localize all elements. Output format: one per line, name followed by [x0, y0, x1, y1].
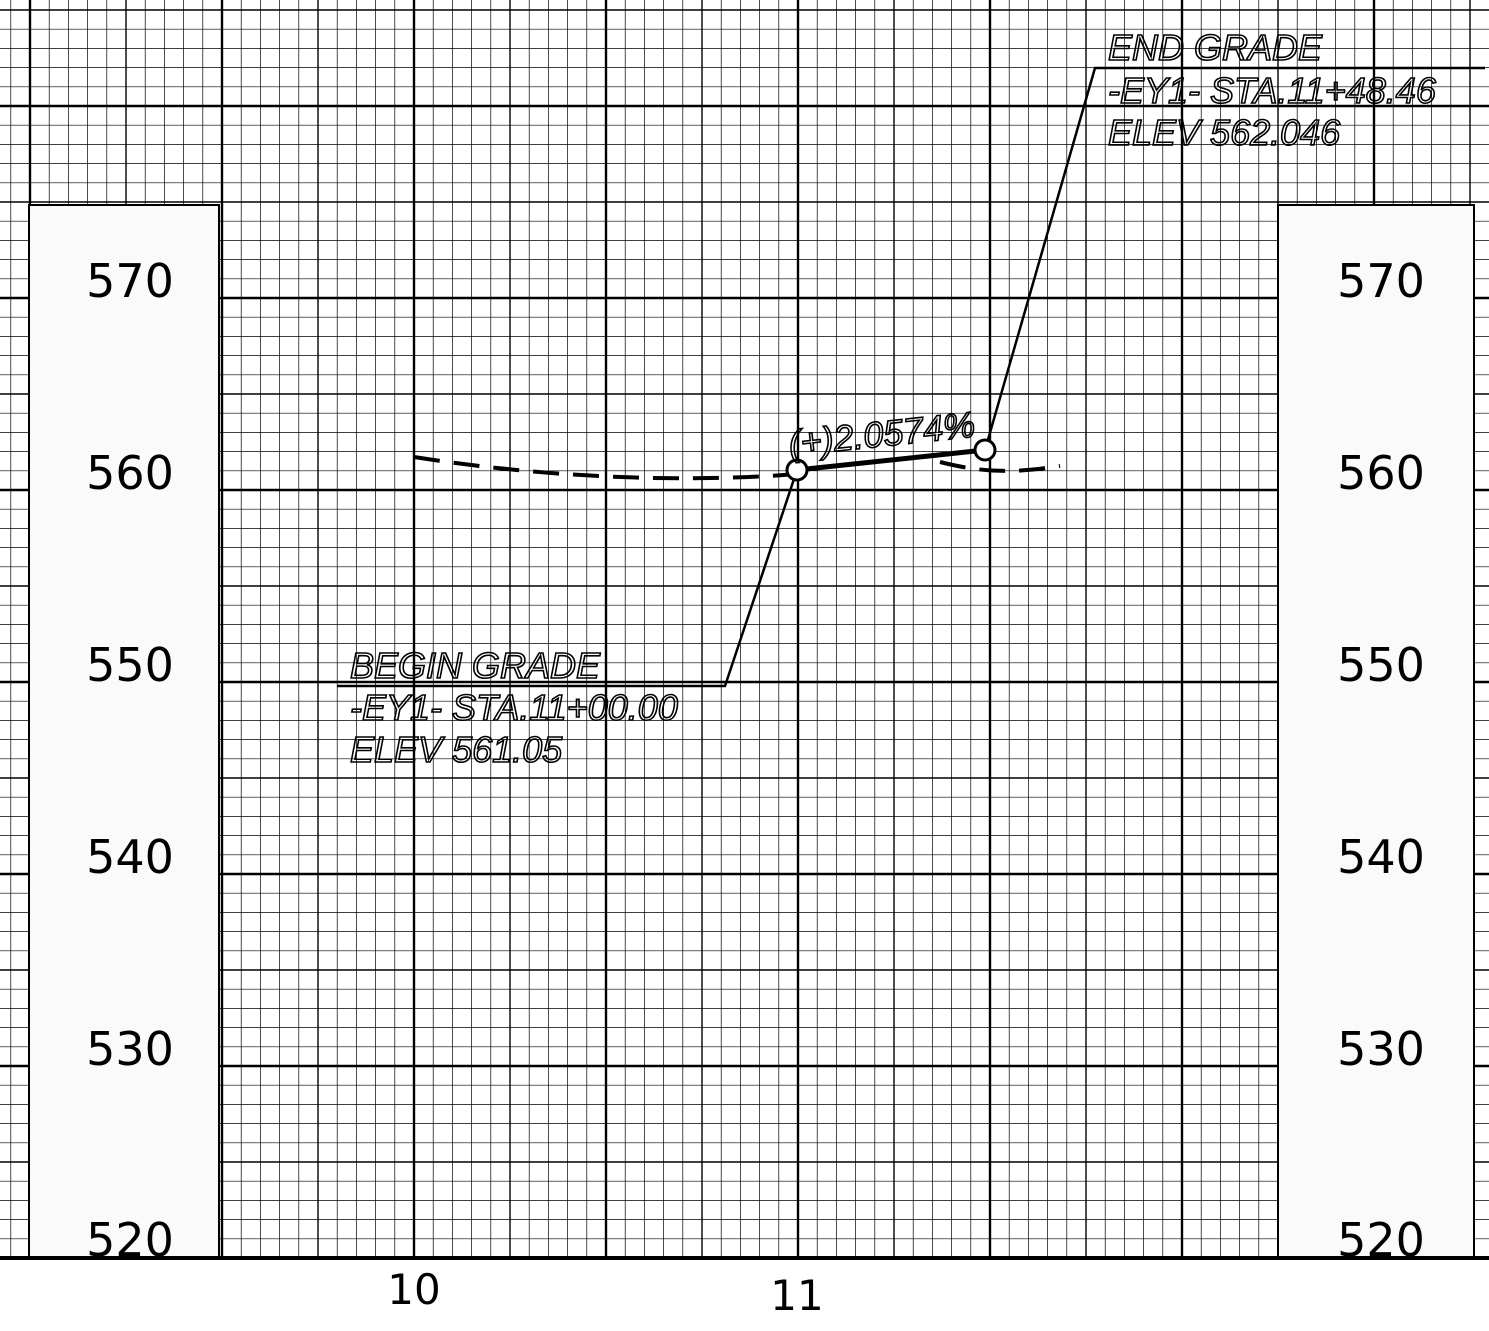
right-elev-label-530: 530 [1337, 1022, 1425, 1076]
right-elev-label-550: 550 [1337, 638, 1425, 692]
right-elev-label-520: 520 [1337, 1213, 1425, 1267]
end-grade-elevation: ELEV 562.046 [1108, 112, 1341, 153]
left-elevation-panel [28, 204, 220, 1258]
end-grade-title: END GRADE [1108, 27, 1323, 68]
left-elev-label-530: 530 [86, 1022, 174, 1076]
begin-grade-station: -EY1- STA.11+00.00 [350, 687, 678, 728]
left-elev-label-520: 520 [86, 1213, 174, 1267]
left-elev-label-570: 570 [86, 254, 174, 308]
end-grade-point [973, 438, 997, 462]
end-grade-leader [983, 66, 1485, 451]
right-elevation-panel [1277, 204, 1475, 1258]
left-elev-label-560: 560 [86, 446, 174, 500]
station-label-11: 11 [770, 1271, 823, 1320]
begin-grade-elevation: ELEV 561.05 [350, 729, 563, 770]
proposed-grade-line [796, 447, 986, 473]
left-elev-label-550: 550 [86, 638, 174, 692]
left-elev-label-540: 540 [86, 830, 174, 884]
begin-grade-leader [337, 469, 799, 688]
existing-ground-profile [413, 455, 1061, 481]
end-grade-station: -EY1- STA.11+48.46 [1108, 70, 1437, 111]
right-elev-label-570: 570 [1337, 254, 1425, 308]
right-elev-label-560: 560 [1337, 446, 1425, 500]
station-label-10: 10 [387, 1265, 440, 1314]
begin-grade-point [785, 458, 809, 482]
right-elev-label-540: 540 [1337, 830, 1425, 884]
begin-grade-title: BEGIN GRADE [350, 645, 601, 686]
